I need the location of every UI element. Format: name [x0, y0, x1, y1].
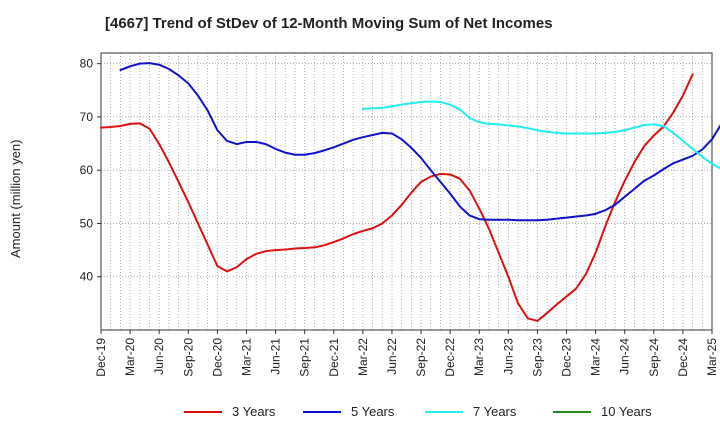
x-tick-label: Dec-24 — [676, 338, 690, 377]
x-tick-label: Sep-21 — [298, 338, 312, 377]
x-tick-label: Sep-23 — [530, 338, 544, 377]
legend-swatch — [553, 410, 591, 413]
legend-swatch — [184, 410, 222, 413]
x-tick-label: Sep-22 — [414, 338, 428, 377]
legend-item-3: 7 Years — [425, 404, 516, 419]
legend-label: 5 Years — [351, 404, 395, 419]
x-tick-label: Dec-20 — [210, 338, 224, 377]
x-tick-label: Dec-21 — [327, 338, 341, 377]
x-tick-label: Mar-22 — [356, 338, 370, 376]
x-tick-label: Dec-22 — [443, 338, 457, 377]
chart-title: [4667] Trend of StDev of 12-Month Moving… — [105, 15, 553, 32]
plot-area — [101, 53, 712, 330]
plot-frame — [100, 52, 713, 331]
x-tick-label: Sep-24 — [647, 338, 661, 377]
legend-swatch — [303, 410, 341, 413]
legend: 3 Years 5 Years 7 Years 10 Years — [0, 404, 720, 426]
legend-label: 7 Years — [473, 404, 517, 419]
x-tick-label: Jun-24 — [618, 338, 632, 375]
series-line-2 — [119, 62, 720, 222]
x-tick-label: Jun-20 — [152, 338, 166, 375]
y-tick-label: 50 — [80, 216, 94, 230]
x-tick-label: Dec-23 — [560, 338, 574, 377]
x-tick-label: Mar-25 — [705, 338, 719, 376]
legend-item-2: 5 Years — [303, 404, 394, 419]
x-tick-label: Dec-19 — [94, 338, 108, 377]
x-tick-label: Mar-23 — [472, 338, 486, 376]
series-line-1 — [100, 73, 694, 322]
x-tick-label: Mar-20 — [123, 338, 137, 376]
x-tick-label: Mar-24 — [589, 338, 603, 376]
legend-item-1: 3 Years — [184, 404, 275, 419]
legend-item-4: 10 Years — [553, 404, 652, 419]
series-line-3 — [361, 100, 720, 170]
y-tick-label: 80 — [80, 57, 94, 71]
legend-label: 3 Years — [232, 404, 276, 419]
x-tick-label: Sep-20 — [181, 338, 195, 377]
y-tick-label: 70 — [80, 110, 94, 124]
y-tick-label: 60 — [80, 163, 94, 177]
legend-label: 10 Years — [601, 404, 652, 419]
x-tick-label: Jun-22 — [385, 338, 399, 375]
y-tick-label: 40 — [80, 270, 94, 284]
legend-swatch — [425, 410, 463, 413]
x-tick-label: Jun-21 — [269, 338, 283, 375]
x-tick-label: Jun-23 — [501, 338, 515, 375]
x-tick-label: Mar-21 — [239, 338, 253, 376]
